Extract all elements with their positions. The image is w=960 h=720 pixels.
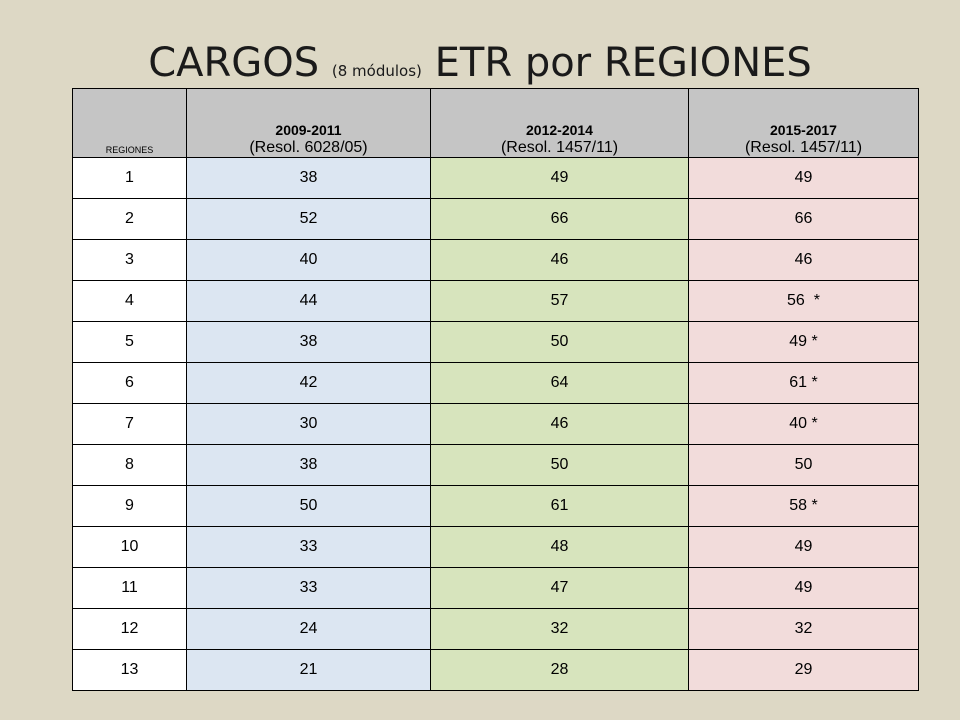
value-2012-2014: 64 bbox=[430, 362, 689, 404]
region-cell: 3 bbox=[72, 239, 187, 281]
table-body: 1 38 49 49 2 52 66 66 3 40 46 46 4 44 57 56 * 5 38 50 4… bbox=[72, 157, 919, 691]
table-row: 6 42 64 61 * bbox=[72, 362, 919, 404]
value-2015-2017: 49 bbox=[688, 157, 919, 199]
value-2012-2014: 28 bbox=[430, 649, 689, 691]
value-2009-2011: 38 bbox=[186, 321, 431, 363]
value-2012-2014: 46 bbox=[430, 403, 689, 445]
table-header: REGIONES 2009-2011 (Resol. 6028/05) 2012… bbox=[72, 88, 919, 158]
header-period: 2009-2011 bbox=[275, 122, 342, 138]
regions-table: REGIONES 2009-2011 (Resol. 6028/05) 2012… bbox=[72, 88, 919, 691]
value-2009-2011: 40 bbox=[186, 239, 431, 281]
value-2012-2014: 66 bbox=[430, 198, 689, 240]
value-2009-2011: 30 bbox=[186, 403, 431, 445]
value-2015-2017: 58 * bbox=[688, 485, 919, 527]
region-cell: 13 bbox=[72, 649, 187, 691]
table-row: 3 40 46 46 bbox=[72, 239, 919, 281]
value-2009-2011: 42 bbox=[186, 362, 431, 404]
table-row: 10 33 48 49 bbox=[72, 526, 919, 568]
table-row: 13 21 28 29 bbox=[72, 649, 919, 691]
table-row: 12 24 32 32 bbox=[72, 608, 919, 650]
value-2015-2017: 66 bbox=[688, 198, 919, 240]
value-2009-2011: 24 bbox=[186, 608, 431, 650]
table-row: 5 38 50 49 * bbox=[72, 321, 919, 363]
value-2009-2011: 21 bbox=[186, 649, 431, 691]
table-row: 8 38 50 50 bbox=[72, 444, 919, 486]
value-2012-2014: 50 bbox=[430, 444, 689, 486]
value-2015-2017: 49 * bbox=[688, 321, 919, 363]
table-row: 11 33 47 49 bbox=[72, 567, 919, 609]
value-2015-2017: 50 bbox=[688, 444, 919, 486]
header-2015-2017: 2015-2017 (Resol. 1457/11) bbox=[688, 88, 919, 158]
table-row: 9 50 61 58 * bbox=[72, 485, 919, 527]
value-2012-2014: 49 bbox=[430, 157, 689, 199]
title-main-end: ETR por REGIONES bbox=[421, 40, 812, 86]
slide-title: CARGOS (8 módulos) ETR por REGIONES bbox=[0, 38, 960, 96]
region-cell: 2 bbox=[72, 198, 187, 240]
region-cell: 1 bbox=[72, 157, 187, 199]
value-2009-2011: 50 bbox=[186, 485, 431, 527]
value-2015-2017: 40 * bbox=[688, 403, 919, 445]
region-cell: 5 bbox=[72, 321, 187, 363]
header-period: 2012-2014 bbox=[526, 122, 593, 138]
header-regiones: REGIONES bbox=[72, 88, 187, 158]
region-cell: 9 bbox=[72, 485, 187, 527]
title-modules-note: (8 módulos) bbox=[331, 62, 422, 80]
title-main-start: CARGOS bbox=[148, 40, 332, 86]
value-2015-2017: 56 * bbox=[688, 280, 919, 322]
value-2015-2017: 61 * bbox=[688, 362, 919, 404]
value-2009-2011: 38 bbox=[186, 444, 431, 486]
value-2012-2014: 32 bbox=[430, 608, 689, 650]
region-cell: 8 bbox=[72, 444, 187, 486]
value-2009-2011: 33 bbox=[186, 567, 431, 609]
table-row: 2 52 66 66 bbox=[72, 198, 919, 240]
value-2012-2014: 50 bbox=[430, 321, 689, 363]
value-2009-2011: 33 bbox=[186, 526, 431, 568]
region-cell: 6 bbox=[72, 362, 187, 404]
value-2015-2017: 29 bbox=[688, 649, 919, 691]
header-resolution: (Resol. 1457/11) bbox=[744, 139, 863, 156]
value-2012-2014: 61 bbox=[430, 485, 689, 527]
value-2012-2014: 48 bbox=[430, 526, 689, 568]
value-2015-2017: 49 bbox=[688, 526, 919, 568]
header-row: REGIONES 2009-2011 (Resol. 6028/05) 2012… bbox=[72, 88, 919, 158]
region-cell: 7 bbox=[72, 403, 187, 445]
table-row: 7 30 46 40 * bbox=[72, 403, 919, 445]
region-cell: 10 bbox=[72, 526, 187, 568]
value-2009-2011: 52 bbox=[186, 198, 431, 240]
header-2009-2011: 2009-2011 (Resol. 6028/05) bbox=[186, 88, 431, 158]
value-2012-2014: 57 bbox=[430, 280, 689, 322]
region-cell: 11 bbox=[72, 567, 187, 609]
header-period: 2015-2017 bbox=[770, 122, 837, 138]
value-2012-2014: 47 bbox=[430, 567, 689, 609]
value-2009-2011: 44 bbox=[186, 280, 431, 322]
region-cell: 4 bbox=[72, 280, 187, 322]
header-resolution: (Resol. 1457/11) bbox=[500, 139, 619, 156]
value-2015-2017: 32 bbox=[688, 608, 919, 650]
header-resolution: (Resol. 6028/05) bbox=[249, 139, 368, 156]
value-2015-2017: 46 bbox=[688, 239, 919, 281]
value-2009-2011: 38 bbox=[186, 157, 431, 199]
header-2012-2014: 2012-2014 (Resol. 1457/11) bbox=[430, 88, 689, 158]
value-2012-2014: 46 bbox=[430, 239, 689, 281]
table-row: 1 38 49 49 bbox=[72, 157, 919, 199]
region-cell: 12 bbox=[72, 608, 187, 650]
table-row: 4 44 57 56 * bbox=[72, 280, 919, 322]
value-2015-2017: 49 bbox=[688, 567, 919, 609]
